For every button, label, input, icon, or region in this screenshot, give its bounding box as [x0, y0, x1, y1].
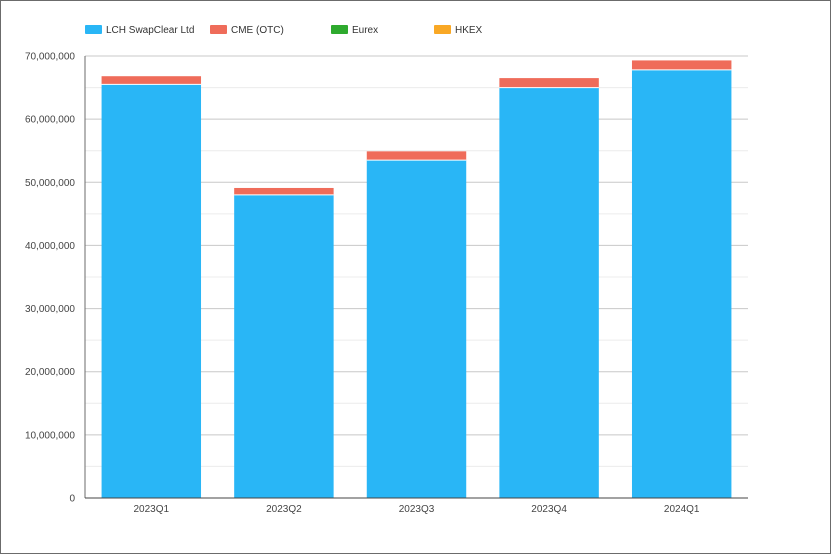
y-tick-label: 70,000,000: [25, 52, 75, 63]
bar-cme-otc--2023Q3[interactable]: [366, 151, 467, 161]
bar-lch-swapclear-ltd-2023Q3[interactable]: [366, 160, 467, 498]
legend-label-1[interactable]: CME (OTC): [231, 25, 284, 36]
bar-lch-swapclear-ltd-2023Q2[interactable]: [234, 194, 334, 498]
x-tick-label: 2023Q1: [134, 504, 170, 515]
y-tick-label: 30,000,000: [25, 304, 75, 315]
bar-lch-swapclear-ltd-2023Q1[interactable]: [101, 84, 202, 499]
legend-label-2[interactable]: Eurex: [352, 25, 378, 36]
bar-lch-swapclear-ltd-2024Q1[interactable]: [631, 69, 732, 499]
y-tick-label: 60,000,000: [25, 115, 75, 126]
y-tick-label: 20,000,000: [25, 367, 75, 378]
x-tick-label: 2023Q2: [266, 504, 302, 515]
y-tick-label: 40,000,000: [25, 241, 75, 252]
x-axis: 2023Q1 2023Q2 2023Q3 2023Q4 2024Q1: [85, 497, 748, 515]
x-tick-label: 2023Q4: [531, 504, 567, 515]
legend-label-0[interactable]: LCH SwapClear Ltd: [106, 25, 194, 36]
bar-cme-otc--2024Q1[interactable]: [631, 60, 732, 70]
y-tick-label: 10,000,000: [25, 430, 75, 441]
legend-swatch-0[interactable]: [85, 25, 102, 34]
y-tick-label: 0: [69, 494, 75, 505]
legend-swatch-3[interactable]: [434, 25, 451, 34]
legend-swatch-1[interactable]: [210, 25, 227, 34]
bar-cme-otc--2023Q2[interactable]: [234, 187, 334, 195]
y-tick-label: 50,000,000: [25, 178, 75, 189]
legend-label-3[interactable]: HKEX: [455, 25, 483, 36]
x-tick-label: 2024Q1: [664, 504, 700, 515]
x-tick-label: 2023Q3: [399, 504, 435, 515]
y-axis: 0 10,000,000 20,000,000 30,000,000 40,000,00…: [25, 52, 86, 505]
legend: LCH SwapClear Ltd CME (OTC) Eurex HKEX: [85, 25, 483, 36]
bars: [101, 60, 732, 499]
bar-cme-otc--2023Q4[interactable]: [499, 78, 599, 88]
legend-swatch-2[interactable]: [331, 25, 348, 34]
bar-cme-otc--2023Q1[interactable]: [101, 76, 202, 85]
bar-lch-swapclear-ltd-2023Q4[interactable]: [499, 87, 599, 499]
